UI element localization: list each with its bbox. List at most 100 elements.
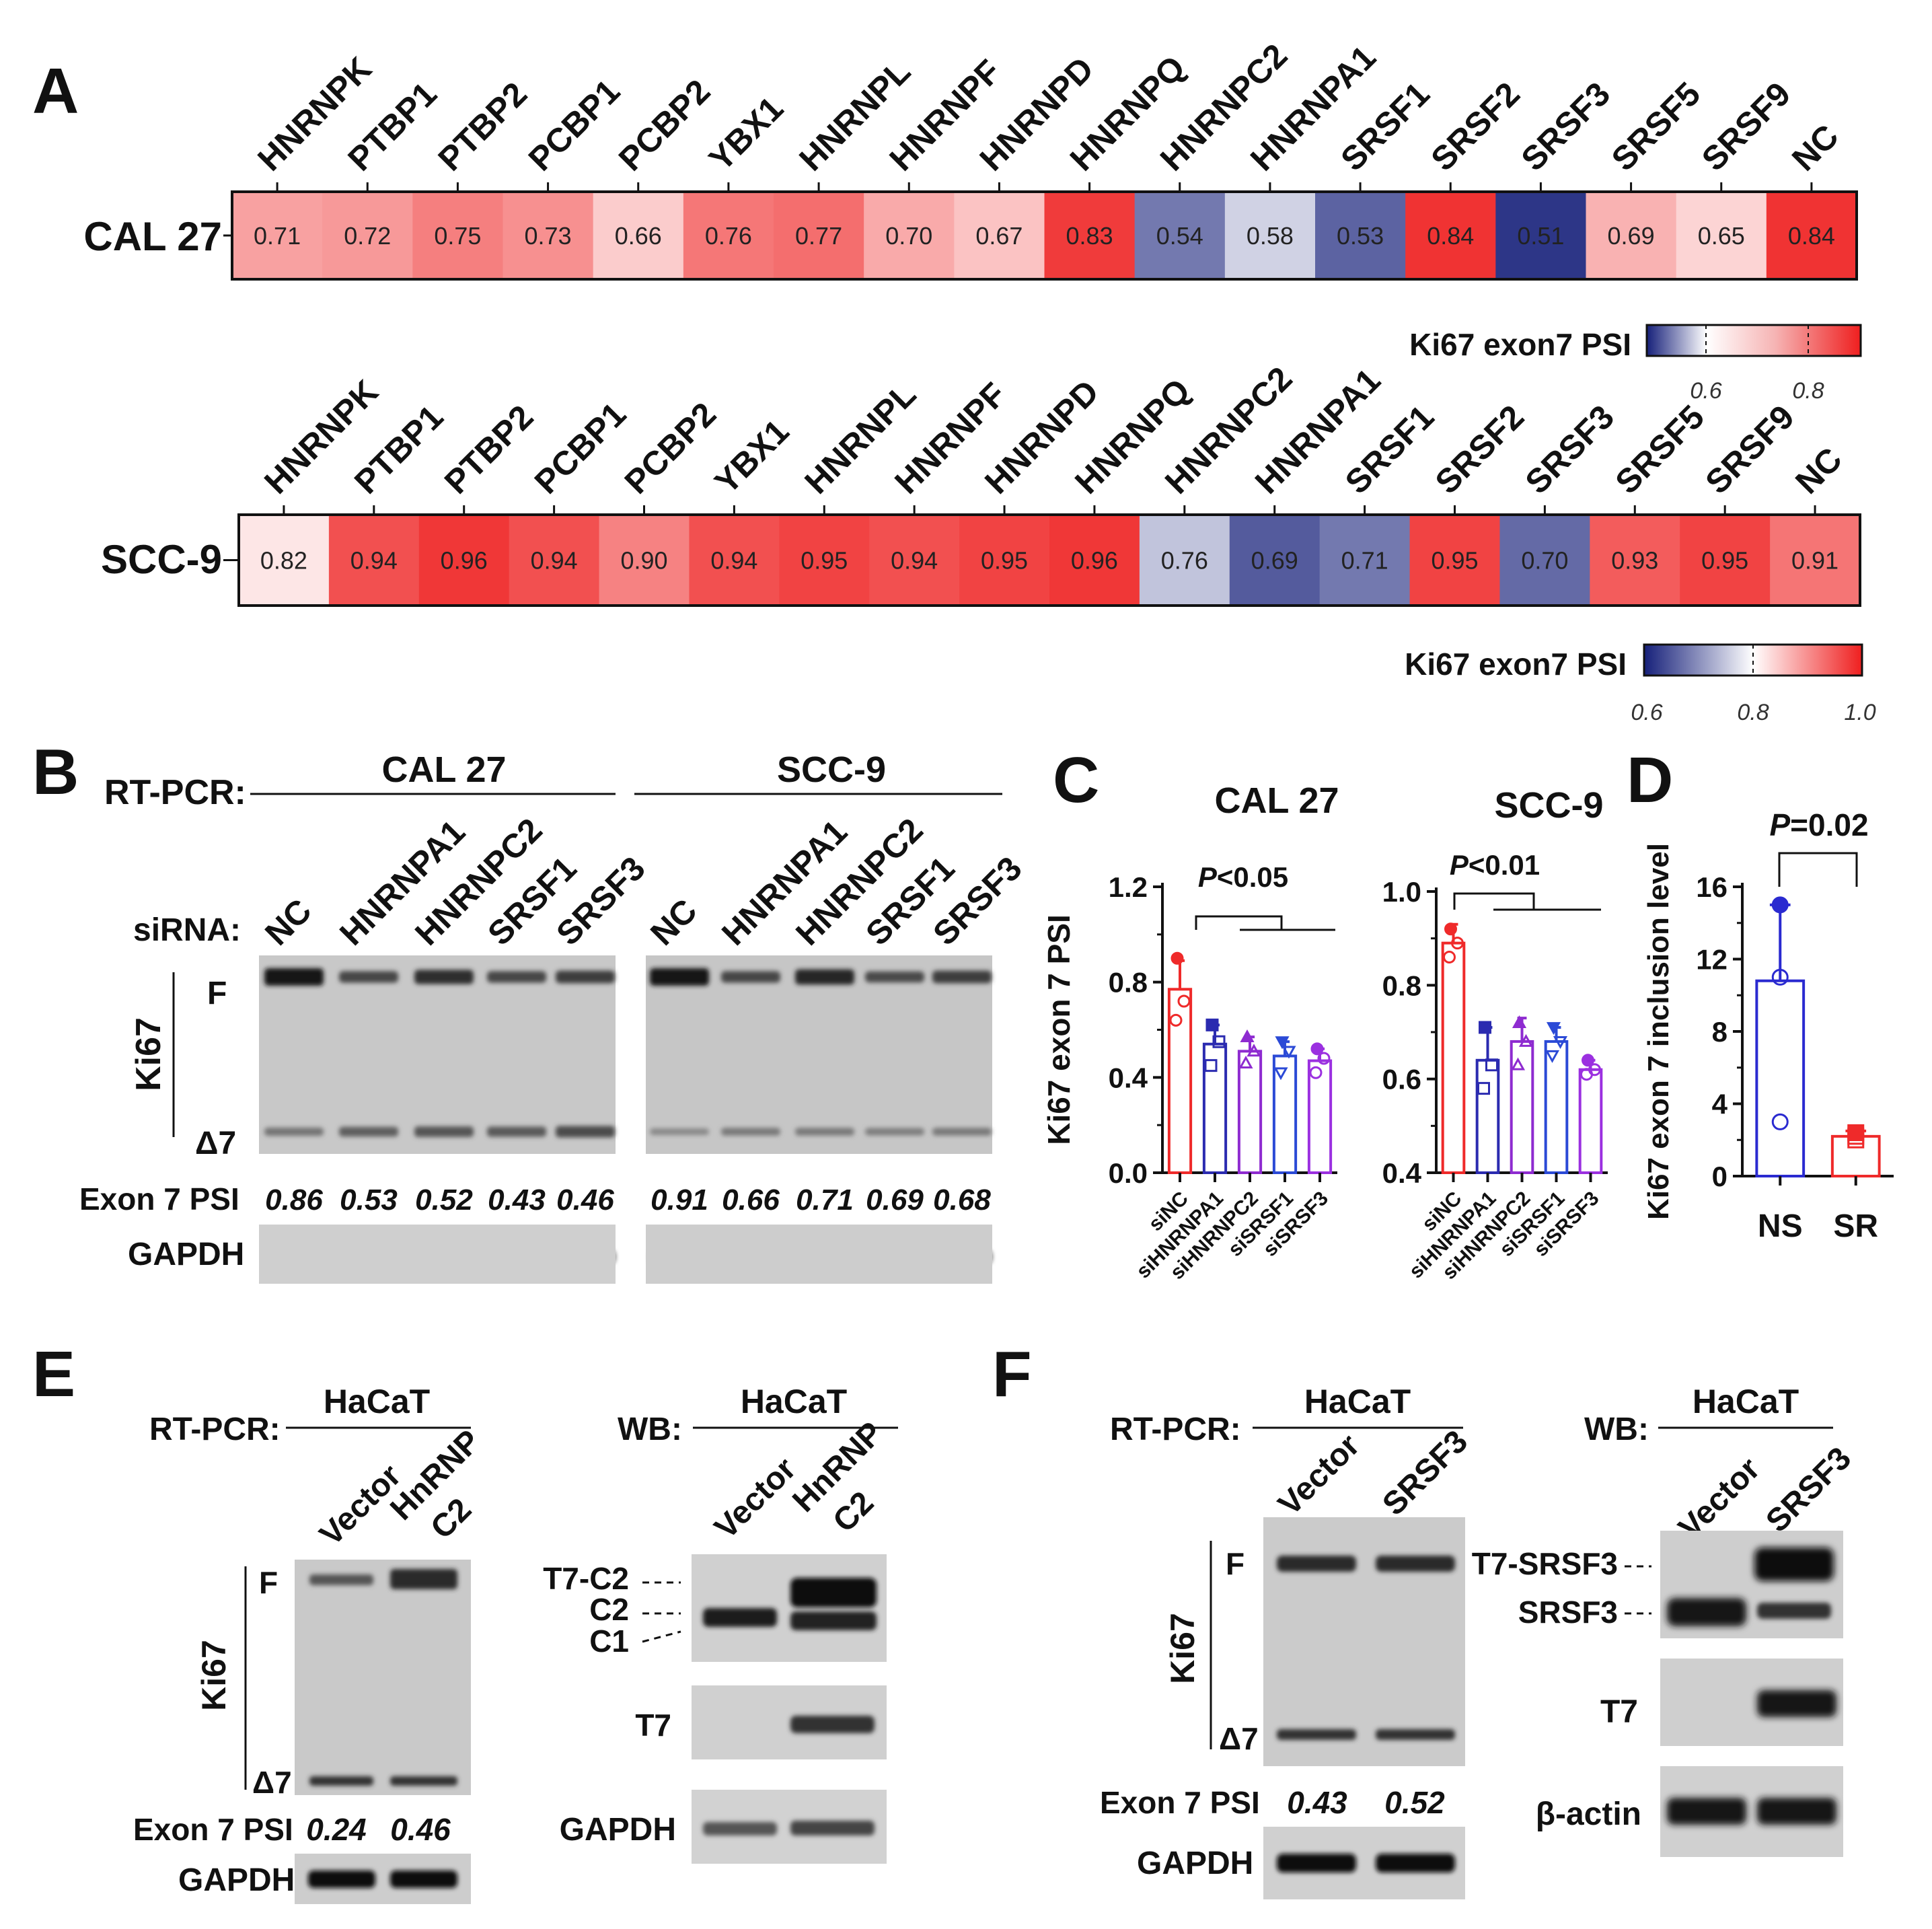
p-value: P<0.01 [1450,849,1540,881]
gapdh-label: GAPDH [128,1237,244,1272]
colorbar-tick: 1.0 [1844,700,1875,725]
lane-label: NC [258,891,319,953]
band-d7 [339,1126,398,1137]
y-tick-label: 0.4 [1109,1062,1148,1093]
p-value: P<0.05 [1198,861,1288,893]
heatmap-value: 0.77 [795,222,842,250]
heatmap-value: 0.73 [525,222,572,250]
gene-label: PTBP2 [431,75,535,178]
gapdh-gel-scc9 [646,1225,992,1284]
band [703,1608,777,1627]
method-label: RT-PCR: [1110,1412,1241,1447]
gapdh-label: GAPDH [1137,1846,1253,1881]
heatmap-cell [779,515,870,606]
band-f [721,971,780,983]
band-d7 [932,1128,992,1136]
y-tick-label: 0.6 [1382,1064,1421,1095]
y-tick-label: 4 [1712,1089,1728,1120]
data-point [1553,1036,1568,1050]
gene-label: YBX1 [708,412,796,501]
lane-label: Vector [708,1451,803,1546]
bar [1441,941,1466,1174]
y-tick-label: 16 [1696,871,1727,903]
band-d7 [795,1128,854,1136]
band-d7-label: Δ7 [195,1126,236,1161]
heatmap-cell [509,515,600,606]
data-point [1238,1055,1253,1068]
data-point [1485,1058,1498,1072]
gene-label: SRSF5 [1604,75,1708,178]
method-label: WB: [618,1412,682,1447]
heatmap-value: 0.95 [981,547,1028,575]
data-point [1309,1066,1323,1079]
y-tick-label: 0.0 [1109,1157,1148,1189]
heatmap-value: 0.70 [1521,547,1568,575]
heatmap-value: 0.95 [1431,547,1478,575]
heatmap-value: 0.83 [1066,222,1113,250]
psi-value: 0.24 [306,1812,367,1847]
heatmap-cell [683,192,774,279]
psi-value: 0.46 [556,1184,614,1216]
row-label: CAL 27 [83,214,222,259]
band-label: T7-SRSF3 [1472,1546,1618,1581]
psi-value: 0.91 [651,1184,708,1216]
gel-scc9 [646,955,992,1154]
psi-label: Exon 7 PSI [133,1812,293,1847]
gel [295,1560,471,1795]
t7-label: T7 [635,1708,671,1743]
psi-value: 0.43 [488,1184,546,1216]
y-tick-label: 8 [1712,1016,1727,1048]
heatmap-scc9: 0.82HNRNPK0.94PTBP10.96PTBP20.94PCBP10.9… [101,359,1861,607]
band [1376,1556,1455,1572]
y-axis-label: Ki67 exon 7 PSI [1041,914,1076,1145]
band [1277,1729,1356,1740]
data-point [1580,1068,1593,1081]
heatmap-cell [774,192,864,279]
gene-label: SRSF9 [1695,75,1798,178]
heatmap-value: 0.71 [1341,547,1388,575]
lane-label: Vector [1271,1428,1366,1523]
heatmap-value: 0.91 [1791,547,1838,575]
heatmap-cell [1319,515,1411,606]
band [1757,1603,1831,1619]
heatmap-value: 0.67 [975,222,1023,250]
band [1667,1798,1746,1825]
x-tick-label: NS [1758,1208,1803,1244]
heatmap-cell [1676,192,1767,279]
band [309,1574,373,1585]
heatmap-value: 0.58 [1247,222,1294,250]
band [1757,1690,1836,1717]
heatmap-cell [1044,192,1136,279]
data-point [1273,1067,1288,1081]
psi-label: Exon 7 PSI [1100,1785,1260,1820]
band [390,1776,457,1786]
gel [1263,1517,1465,1766]
heatmap-value: 0.95 [801,547,848,575]
heatmap-cell [239,515,330,606]
bar [1578,1068,1603,1174]
band [1376,1854,1455,1872]
band [1277,1556,1356,1572]
y-tick-label: 0.8 [1109,967,1148,998]
heatmap-value: 0.94 [350,547,398,575]
gene-label: SRSF3 [1518,398,1622,501]
band-f [932,970,992,984]
band-f [339,971,398,983]
cell-line-label: SCC-9 [777,750,886,790]
band [1277,1854,1356,1872]
heatmap-value: 0.96 [441,547,488,575]
heatmap-value: 0.72 [344,222,391,250]
band [790,1716,875,1733]
psi-value: 0.52 [1384,1785,1445,1820]
band-d7 [414,1126,474,1137]
gapdh-label: GAPDH [178,1862,295,1898]
panel-label-c: C [1053,744,1099,816]
data-point [1171,951,1184,965]
band-d7 [650,1128,709,1135]
chart-title: SCC-9 [1494,785,1603,826]
heatmap-cell [1770,515,1861,606]
heatmap-cell [1499,515,1590,606]
heatmap-cell [328,515,420,606]
psi-value: 0.69 [866,1184,924,1216]
